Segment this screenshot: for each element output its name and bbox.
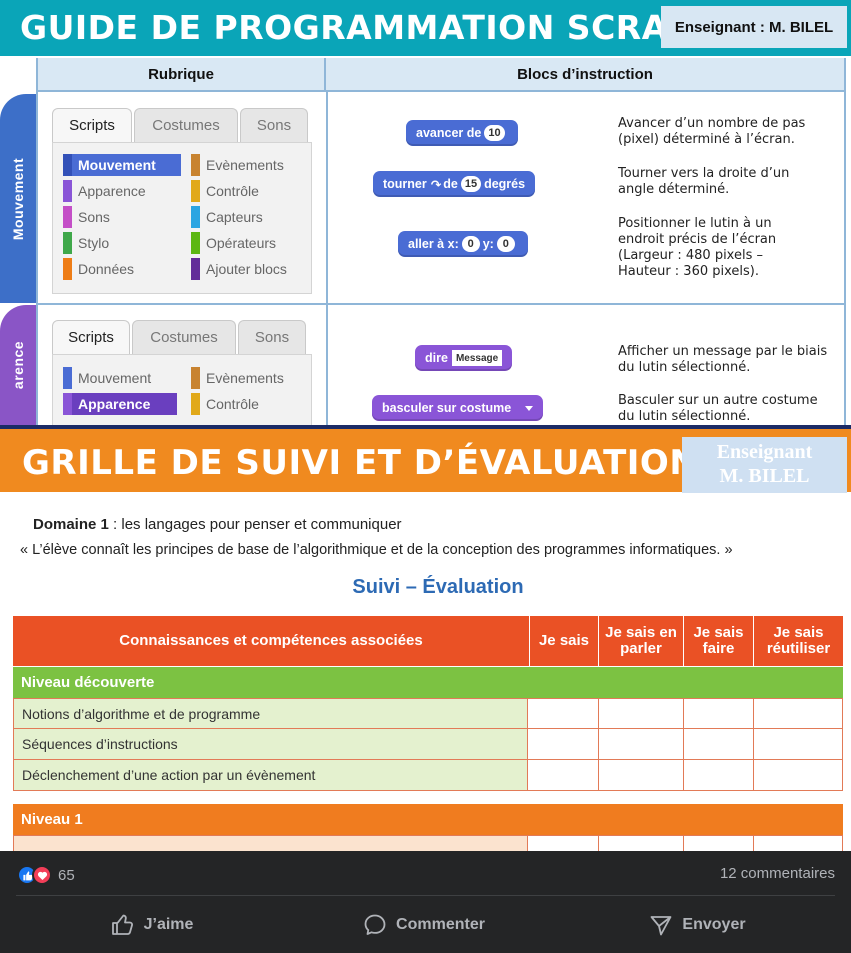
eval-checkbox [599,698,684,729]
comments-count-link[interactable]: 12 commentaires [719,865,835,882]
guide-header: GUIDE DE PROGRAMMATION SCRATCH Enseignan… [0,0,851,56]
palette-tab-sons: Sons [238,320,306,354]
block-tourner: tourner ↷ de 15 degrés [373,171,536,197]
grid-teacher-label: Enseignant M. BILEL [682,437,847,493]
scratch-palette-mouvement: Scripts Costumes Sons Mouvement Apparenc… [52,108,312,298]
desc-dire: Afficher un message par le biais du lutin… [618,344,828,375]
table-row-label: Notions d’algorithme et de programme [13,698,528,729]
desc-avancer: Avancer d’un nombre de pas (pixel) déterm… [618,116,806,147]
grid-head-faire: Je sais faire [684,616,753,666]
row-divider [38,303,844,305]
guide-table: Rubrique Blocs d’instruction [36,58,846,425]
eval-checkbox [684,835,754,851]
grid-head-competences: Connaissances et compétences associées [13,616,529,666]
palette-tab-scripts: Scripts [52,108,132,142]
desc-tourner: Tourner vers la droite d’un angle détermi… [618,166,790,197]
category-mouvement: Mouvement [63,367,151,389]
grid-title: GRILLE DE SUIVI ET D’ÉVALUATION [22,443,699,483]
evaluation-grid-image: GRILLE DE SUIVI ET D’ÉVALUATION Enseigna… [0,429,851,851]
desc-aller-a: Positionner le lutin à un endroit précis … [618,216,777,279]
eval-checkbox [684,729,754,760]
table-row-label: Séquences d’instructions [13,729,528,760]
thumbs-up-icon [111,914,133,935]
eval-checkbox [754,698,843,729]
comment-button[interactable]: Commenter [288,907,560,943]
eval-checkbox [684,698,754,729]
image-divider [0,425,851,429]
category-stylo: Stylo [63,232,109,254]
palette-tab-sons: Sons [240,108,308,142]
palette-tab-costumes: Costumes [134,108,238,142]
column-header-rubrique: Rubrique [38,58,326,92]
guide-teacher-label: Enseignant : M. BILEL [661,6,847,48]
guide-title: GUIDE DE PROGRAMMATION SCRATCH [20,8,742,47]
eval-checkbox [599,835,684,851]
comment-bubble-icon [364,914,386,935]
send-icon [651,916,672,936]
category-donnees: Données [63,258,134,280]
reaction-count: 65 [58,866,75,884]
desc-basculer: Basculer sur un autre costume du lutin sé… [618,393,818,424]
column-divider [326,92,328,425]
category-controle: Contrôle [191,180,259,202]
rotate-right-icon: ↷ [430,177,442,192]
category-apparence: Apparence [63,180,146,202]
eval-checkbox [528,835,599,851]
category-sons: Sons [63,206,110,228]
domain-line: Domaine 1 : les langages pour penser et … [33,516,402,533]
side-tab-apparence: arence [0,305,36,425]
eval-checkbox [528,729,599,760]
post-footer: 65 12 commentaires J’aime Commenter Envo… [0,851,851,953]
block-dire: dire Message [415,345,513,371]
block-aller-a: aller à x: 0 y: 0 [398,231,528,257]
eval-checkbox [599,729,684,760]
category-controle: Contrôle [191,393,259,415]
grid-head-en-parler: Je sais en parler [599,616,683,666]
love-reaction-icon [32,865,52,885]
eval-checkbox [684,760,754,791]
category-evenements: Evènements [191,154,284,176]
palette-tab-scripts: Scripts [52,320,130,354]
palette-tab-costumes: Costumes [132,320,236,354]
column-header-blocs: Blocs d’instruction [326,58,844,92]
category-mouvement: Mouvement [63,154,181,176]
grid-head-reutiliser: Je sais réutiliser [754,616,843,666]
dropdown-arrow-icon [525,405,534,411]
category-apparence: Apparence [63,393,177,415]
table-row-label: Notion de variable informatique [13,835,528,851]
level-decouverte: Niveau découverte [13,667,843,698]
grid-head-je-sais: Je sais [530,616,598,666]
block-avancer: avancer de 10 [406,120,518,146]
send-button[interactable]: Envoyer [560,907,835,943]
eval-checkbox [754,760,843,791]
eval-checkbox [754,835,843,851]
domain-quote: « L’élève connaît les principes de base … [20,542,733,558]
category-capteurs: Capteurs [191,206,263,228]
category-operateurs: Opérateurs [191,232,276,254]
eval-checkbox [599,760,684,791]
category-evenements: Evènements [191,367,284,389]
scratch-palette-apparence: Scripts Costumes Sons Mouvement Apparenc… [52,320,312,425]
eval-checkbox [528,698,599,729]
side-tab-mouvement: Mouvement [0,94,36,303]
eval-checkbox [528,760,599,791]
eval-checkbox [754,729,843,760]
block-basculer-costume: basculer sur costume [372,395,544,421]
like-button[interactable]: J’aime [16,907,288,943]
table-row-label: Déclenchement d’une action par un évènem… [13,760,528,791]
reactions-summary[interactable]: 65 [17,863,75,887]
footer-divider [16,895,835,896]
scratch-guide-image: GUIDE DE PROGRAMMATION SCRATCH Enseignan… [0,0,851,425]
level-1: Niveau 1 [13,804,843,835]
suivi-title: Suivi – Évaluation [352,576,524,598]
category-ajouter-blocs: Ajouter blocs [191,258,287,280]
